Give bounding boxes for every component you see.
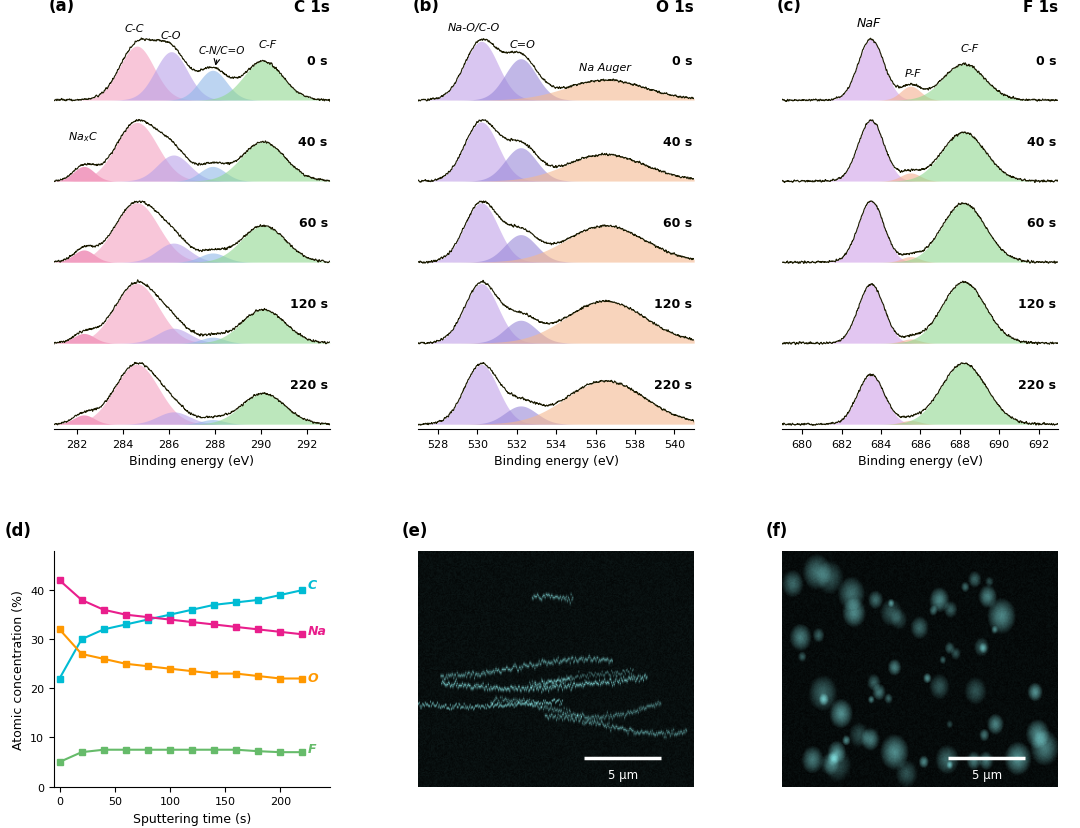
Text: 0 s: 0 s <box>672 55 692 68</box>
Text: 60 s: 60 s <box>1027 217 1056 229</box>
Text: 220 s: 220 s <box>289 378 327 392</box>
Text: (e): (e) <box>402 522 428 539</box>
Text: $Na_xC$: $Na_xC$ <box>68 130 97 144</box>
Text: Na-O/C-O: Na-O/C-O <box>447 23 500 33</box>
Text: 5 μm: 5 μm <box>972 768 1002 781</box>
Text: C-C: C-C <box>124 24 145 34</box>
Text: 60 s: 60 s <box>298 217 327 229</box>
Text: 120 s: 120 s <box>654 298 692 310</box>
Text: 0 s: 0 s <box>307 55 327 68</box>
Text: C=O: C=O <box>510 41 536 51</box>
Text: (b): (b) <box>413 0 440 15</box>
Text: 40 s: 40 s <box>663 136 692 149</box>
Y-axis label: Atomic concentration (%): Atomic concentration (%) <box>12 589 25 749</box>
Text: 0 s: 0 s <box>1036 55 1056 68</box>
Text: C: C <box>308 578 318 591</box>
Text: F 1s: F 1s <box>1023 0 1058 15</box>
Text: C-F: C-F <box>259 40 276 50</box>
Text: 60 s: 60 s <box>663 217 692 229</box>
Text: (a): (a) <box>49 0 75 15</box>
Text: P-F: P-F <box>904 69 921 79</box>
Text: 40 s: 40 s <box>298 136 327 149</box>
Text: C-F: C-F <box>960 44 978 54</box>
Text: (d): (d) <box>4 522 31 539</box>
Text: O: O <box>308 672 319 684</box>
Text: 120 s: 120 s <box>289 298 327 310</box>
Text: C-O: C-O <box>161 31 181 41</box>
Text: Na Auger: Na Auger <box>580 63 632 73</box>
Text: 220 s: 220 s <box>1018 378 1056 392</box>
Text: 5 μm: 5 μm <box>608 768 637 781</box>
Text: C 1s: C 1s <box>294 0 329 15</box>
Text: 220 s: 220 s <box>654 378 692 392</box>
X-axis label: Binding energy (eV): Binding energy (eV) <box>494 455 619 468</box>
Text: 120 s: 120 s <box>1018 298 1056 310</box>
Text: C-N/C=O: C-N/C=O <box>199 46 245 56</box>
Text: (c): (c) <box>777 0 801 15</box>
Text: Na: Na <box>308 624 327 638</box>
Text: (f): (f) <box>766 522 788 539</box>
Text: F: F <box>308 742 316 755</box>
X-axis label: Sputtering time (s): Sputtering time (s) <box>133 811 251 825</box>
X-axis label: Binding energy (eV): Binding energy (eV) <box>130 455 255 468</box>
Text: O 1s: O 1s <box>657 0 694 15</box>
X-axis label: Binding energy (eV): Binding energy (eV) <box>858 455 983 468</box>
Text: NaF: NaF <box>858 17 881 31</box>
Text: 40 s: 40 s <box>1027 136 1056 149</box>
